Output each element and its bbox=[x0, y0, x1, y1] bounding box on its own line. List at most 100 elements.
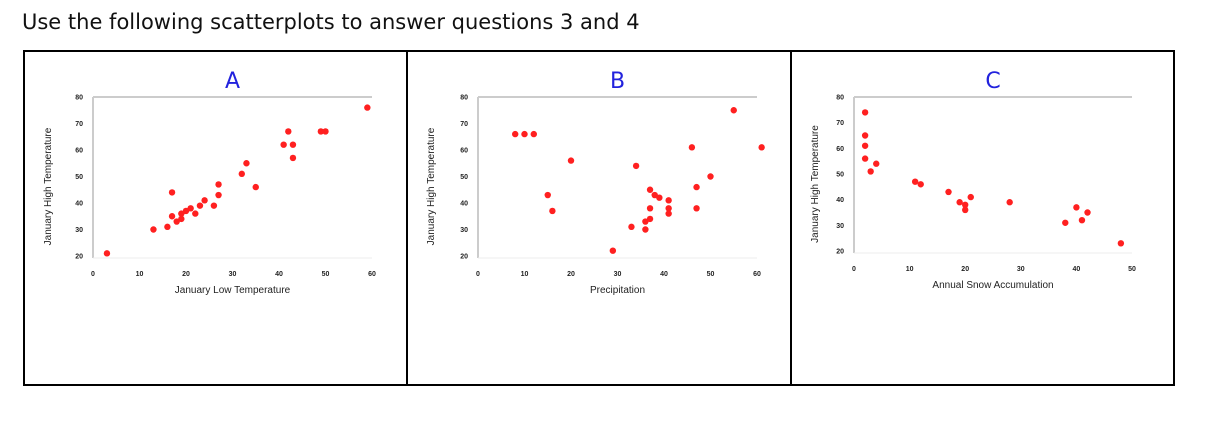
x-tick-label: 20 bbox=[567, 271, 575, 278]
data-point bbox=[280, 141, 287, 148]
y-tick-label: 60 bbox=[75, 148, 83, 155]
data-point bbox=[187, 205, 194, 212]
y-tick-label: 70 bbox=[836, 120, 844, 127]
x-tick-label: 40 bbox=[1072, 266, 1080, 273]
y-tick-label: 30 bbox=[75, 227, 83, 234]
x-tick-label: 60 bbox=[753, 271, 761, 278]
data-point bbox=[201, 197, 208, 204]
chart-title: B bbox=[610, 69, 625, 94]
data-point bbox=[642, 226, 649, 233]
data-point bbox=[178, 215, 185, 223]
data-point bbox=[628, 223, 635, 231]
y-tick-label: 50 bbox=[461, 174, 469, 181]
y-tick-label: 70 bbox=[75, 121, 83, 128]
data-point bbox=[647, 205, 654, 212]
data-point bbox=[164, 223, 171, 231]
data-point bbox=[196, 202, 204, 209]
data-point bbox=[917, 181, 924, 188]
data-point bbox=[568, 157, 575, 164]
data-point bbox=[173, 218, 180, 225]
data-point bbox=[1083, 209, 1091, 216]
data-point bbox=[656, 194, 663, 201]
panel-c: C 20 30 40 50 60 70 80 0 10 20 30 40 50 Annual Snow Ac… bbox=[789, 52, 1173, 384]
data-point bbox=[544, 191, 552, 199]
data-point bbox=[364, 104, 371, 111]
data-point bbox=[665, 205, 673, 212]
data-point bbox=[530, 130, 538, 138]
scatterplot-c: C 20 30 40 50 60 70 80 0 10 20 30 40 50 Annual Snow Ac… bbox=[810, 69, 1136, 291]
data-point bbox=[238, 170, 245, 178]
y-axis-label: January High Temperature bbox=[43, 127, 54, 245]
y-tick-label: 20 bbox=[75, 254, 83, 261]
data-point bbox=[322, 128, 329, 135]
scatterplot-a: A 20 30 40 50 60 70 80 0 10 20 30 40 50 60 January Low … bbox=[43, 69, 376, 296]
data-point bbox=[243, 160, 250, 167]
y-tick-label: 30 bbox=[836, 223, 844, 230]
x-tick-label: 10 bbox=[521, 271, 529, 278]
data-point bbox=[693, 183, 701, 191]
data-point bbox=[861, 155, 868, 162]
x-tick-label: 60 bbox=[368, 271, 376, 278]
data-point bbox=[861, 132, 868, 139]
data-point bbox=[707, 173, 715, 180]
panel-a: A 20 30 40 50 60 70 80 0 10 20 30 40 50 60 January Low … bbox=[25, 52, 406, 384]
data-point bbox=[961, 206, 969, 214]
data-point bbox=[961, 201, 969, 208]
data-point bbox=[730, 107, 738, 114]
data-point bbox=[215, 181, 222, 188]
x-tick-label: 40 bbox=[660, 271, 668, 278]
y-tick-label: 60 bbox=[836, 146, 844, 153]
y-tick-label: 50 bbox=[836, 172, 844, 179]
data-point bbox=[633, 162, 640, 170]
x-axis-label: Annual Snow Accumulation bbox=[932, 280, 1053, 291]
y-tick-label: 30 bbox=[461, 227, 469, 234]
y-tick-label: 40 bbox=[75, 201, 83, 208]
data-point bbox=[182, 207, 190, 215]
x-tick-label: 10 bbox=[905, 266, 913, 273]
data-point bbox=[911, 178, 919, 185]
x-tick-label: 0 bbox=[476, 271, 480, 278]
data-point bbox=[867, 168, 874, 175]
data-point bbox=[549, 207, 556, 215]
x-tick-label: 20 bbox=[182, 271, 190, 278]
data-point bbox=[150, 226, 157, 233]
data-point bbox=[665, 197, 673, 204]
data-point bbox=[956, 199, 963, 206]
y-tick-label: 70 bbox=[461, 121, 469, 128]
y-tick-label: 80 bbox=[461, 95, 469, 102]
data-point bbox=[289, 141, 297, 148]
x-tick-label: 40 bbox=[275, 271, 283, 278]
y-tick-label: 80 bbox=[836, 95, 844, 102]
data-point bbox=[967, 193, 974, 201]
data-point bbox=[665, 210, 673, 217]
data-point bbox=[103, 250, 111, 257]
data-point bbox=[1072, 204, 1080, 211]
data-point bbox=[317, 128, 325, 135]
data-point bbox=[861, 109, 868, 116]
y-tick-label: 40 bbox=[461, 201, 469, 208]
x-tick-label: 0 bbox=[852, 266, 856, 273]
x-tick-label: 50 bbox=[1128, 266, 1136, 273]
data-point bbox=[168, 189, 176, 196]
scatterplot-b: B 20 30 40 50 60 70 80 0 10 20 30 40 50 60 Precipitatio… bbox=[426, 69, 766, 296]
data-point bbox=[693, 205, 701, 212]
data-point bbox=[210, 202, 218, 209]
y-tick-label: 50 bbox=[75, 174, 83, 181]
data-point bbox=[861, 142, 868, 149]
y-tick-label: 40 bbox=[836, 197, 844, 204]
page-heading: Use the following scatterplots to answer… bbox=[22, 10, 640, 34]
x-axis-label: Precipitation bbox=[590, 285, 645, 296]
x-tick-label: 30 bbox=[614, 271, 622, 278]
data-point bbox=[642, 218, 649, 225]
data-point bbox=[252, 183, 259, 191]
data-point bbox=[1006, 199, 1013, 206]
data-point bbox=[192, 210, 199, 217]
x-tick-label: 30 bbox=[229, 271, 237, 278]
chart-title: C bbox=[985, 69, 1000, 94]
y-axis-label: January High Temperature bbox=[426, 127, 437, 245]
data-point bbox=[521, 130, 529, 138]
data-point bbox=[168, 213, 176, 220]
data-point bbox=[1117, 240, 1124, 247]
data-point bbox=[289, 154, 297, 162]
data-point bbox=[1061, 219, 1069, 226]
